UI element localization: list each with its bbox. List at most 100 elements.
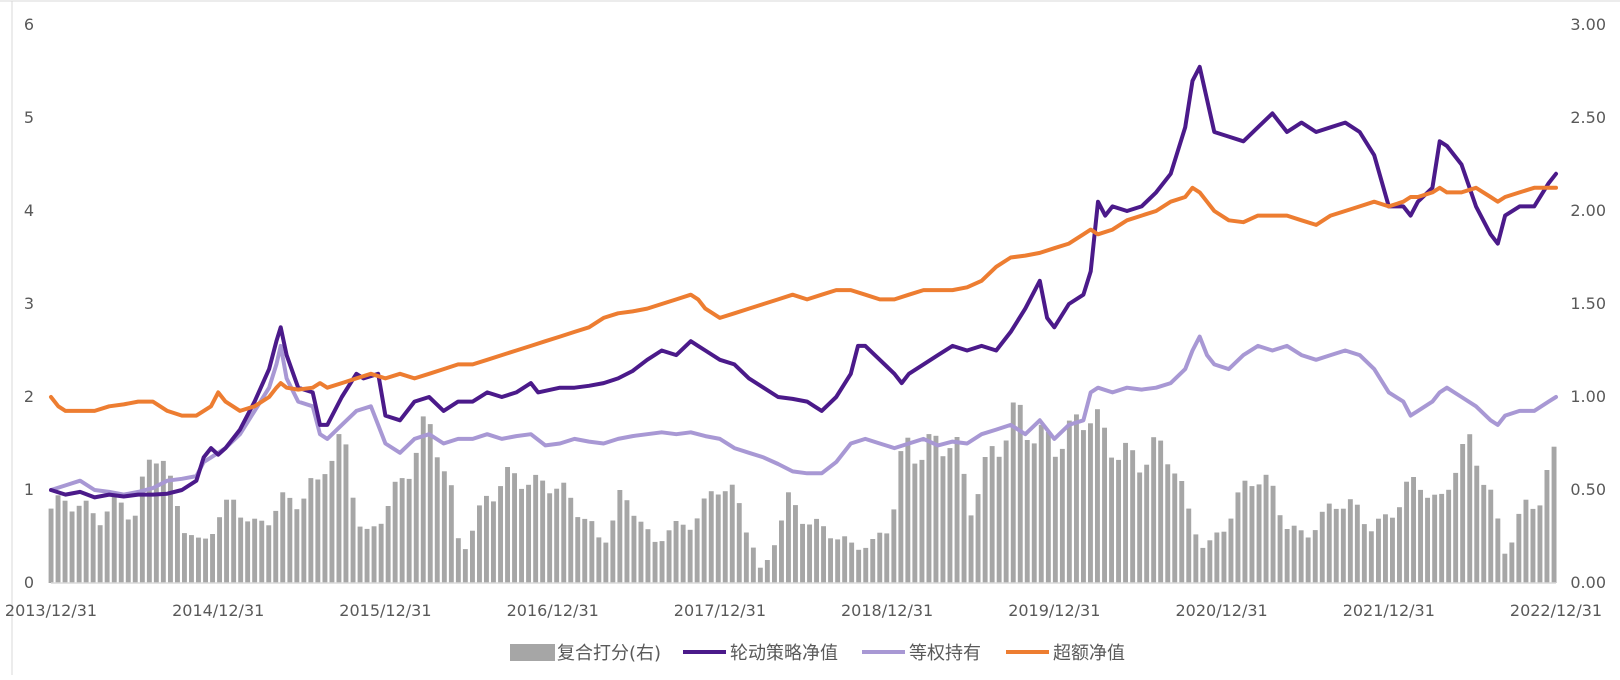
score-bar <box>231 499 237 583</box>
score-bar <box>1123 442 1128 583</box>
x-tick-label: 2016/12/31 <box>507 601 599 620</box>
score-bar <box>638 521 644 583</box>
legend-label: 超额净值 <box>1053 643 1125 664</box>
x-tick-label: 2020/12/31 <box>1175 601 1267 620</box>
y-right-tick-label: 1.50 <box>1570 294 1606 313</box>
score-bar <box>708 491 714 583</box>
score-bar <box>69 511 75 583</box>
score-bar <box>462 549 468 583</box>
score-bar <box>1102 427 1107 583</box>
score-bar <box>1446 489 1452 583</box>
score-bar <box>1509 542 1515 583</box>
score-bar <box>434 457 440 583</box>
score-bar <box>273 510 279 583</box>
score-bar <box>856 549 862 583</box>
score-bar <box>1221 531 1227 583</box>
score-bar <box>55 495 61 583</box>
legend-label: 复合打分(右) <box>557 643 661 664</box>
score-bar <box>210 534 215 583</box>
left-y-axis: 0 1 2 3 4 5 6 <box>24 15 34 592</box>
score-bar <box>448 485 454 583</box>
score-bar <box>83 500 89 583</box>
score-bar <box>1425 497 1430 583</box>
line-rotation-nav <box>49 64 1558 500</box>
score-bar <box>666 530 672 583</box>
score-bar <box>118 502 124 583</box>
score-bar <box>111 493 117 583</box>
score-bar <box>1298 530 1304 583</box>
y-right-tick-label: 0.00 <box>1570 573 1606 592</box>
score-bar <box>1045 432 1051 583</box>
score-bar <box>694 518 700 583</box>
score-bar <box>1544 470 1550 583</box>
score-bar <box>1467 434 1473 583</box>
score-bar <box>182 533 187 583</box>
score-bar <box>1368 531 1374 583</box>
score-bar <box>238 517 244 583</box>
x-axis: 2013/12/31 2014/12/31 2015/12/31 2016/12/31… <box>5 601 1602 620</box>
score-bar <box>252 518 258 583</box>
score-bar <box>1179 481 1185 583</box>
score-bar <box>1074 414 1079 583</box>
score-bar <box>132 515 138 583</box>
score-bar <box>842 536 848 583</box>
score-bar <box>1460 444 1466 583</box>
score-bar <box>196 537 201 583</box>
score-bar <box>645 529 651 583</box>
score-bar <box>1312 530 1318 583</box>
score-bar <box>779 520 784 583</box>
score-bar <box>491 501 496 583</box>
score-bar <box>1502 553 1508 583</box>
score-bar <box>582 518 588 583</box>
score-bar <box>603 542 609 583</box>
score-bar <box>940 456 946 583</box>
score-bar <box>589 521 595 583</box>
score-bar <box>533 474 539 583</box>
line-equal-weight <box>49 334 1558 497</box>
score-bar <box>1256 484 1262 583</box>
x-tick-label: 2014/12/31 <box>172 601 264 620</box>
line-excess-nav <box>49 185 1558 418</box>
score-bar <box>575 517 581 583</box>
score-bar <box>287 497 293 583</box>
y-left-tick-label: 4 <box>24 201 34 220</box>
score-bar <box>1376 518 1381 583</box>
score-bar <box>729 484 735 583</box>
score-bar <box>1383 514 1388 583</box>
score-bar <box>722 491 728 583</box>
score-bar <box>519 488 524 583</box>
score-bar <box>687 529 693 583</box>
score-bar <box>750 547 756 583</box>
score-bar <box>561 482 567 583</box>
score-bar <box>1411 477 1416 583</box>
score-bar <box>266 525 272 583</box>
score-bar <box>1263 474 1269 583</box>
score-bar <box>821 526 826 583</box>
score-bar <box>217 517 222 583</box>
score-bar <box>1165 464 1171 583</box>
score-bar <box>1200 547 1206 583</box>
score-bar <box>982 457 988 583</box>
score-bar <box>259 520 265 583</box>
score-bar <box>484 495 489 583</box>
score-bar <box>996 456 1002 583</box>
score-bar <box>1235 492 1241 583</box>
score-bar <box>624 500 630 583</box>
score-bar <box>610 520 616 583</box>
score-bar <box>294 509 300 583</box>
score-bar <box>596 537 602 583</box>
score-bar <box>1151 437 1157 583</box>
score-bar <box>203 538 208 583</box>
x-tick-label: 2018/12/31 <box>841 601 933 620</box>
line-series-group <box>49 64 1558 500</box>
score-bar <box>420 416 426 583</box>
score-bar <box>1284 529 1290 583</box>
score-bar <box>891 509 897 583</box>
score-bar <box>568 497 574 583</box>
y-right-tick-label: 2.50 <box>1570 108 1606 127</box>
legend-label: 等权持有 <box>909 643 981 664</box>
score-bar <box>1158 440 1164 583</box>
y-left-tick-label: 6 <box>24 15 34 34</box>
score-bar <box>48 508 54 583</box>
